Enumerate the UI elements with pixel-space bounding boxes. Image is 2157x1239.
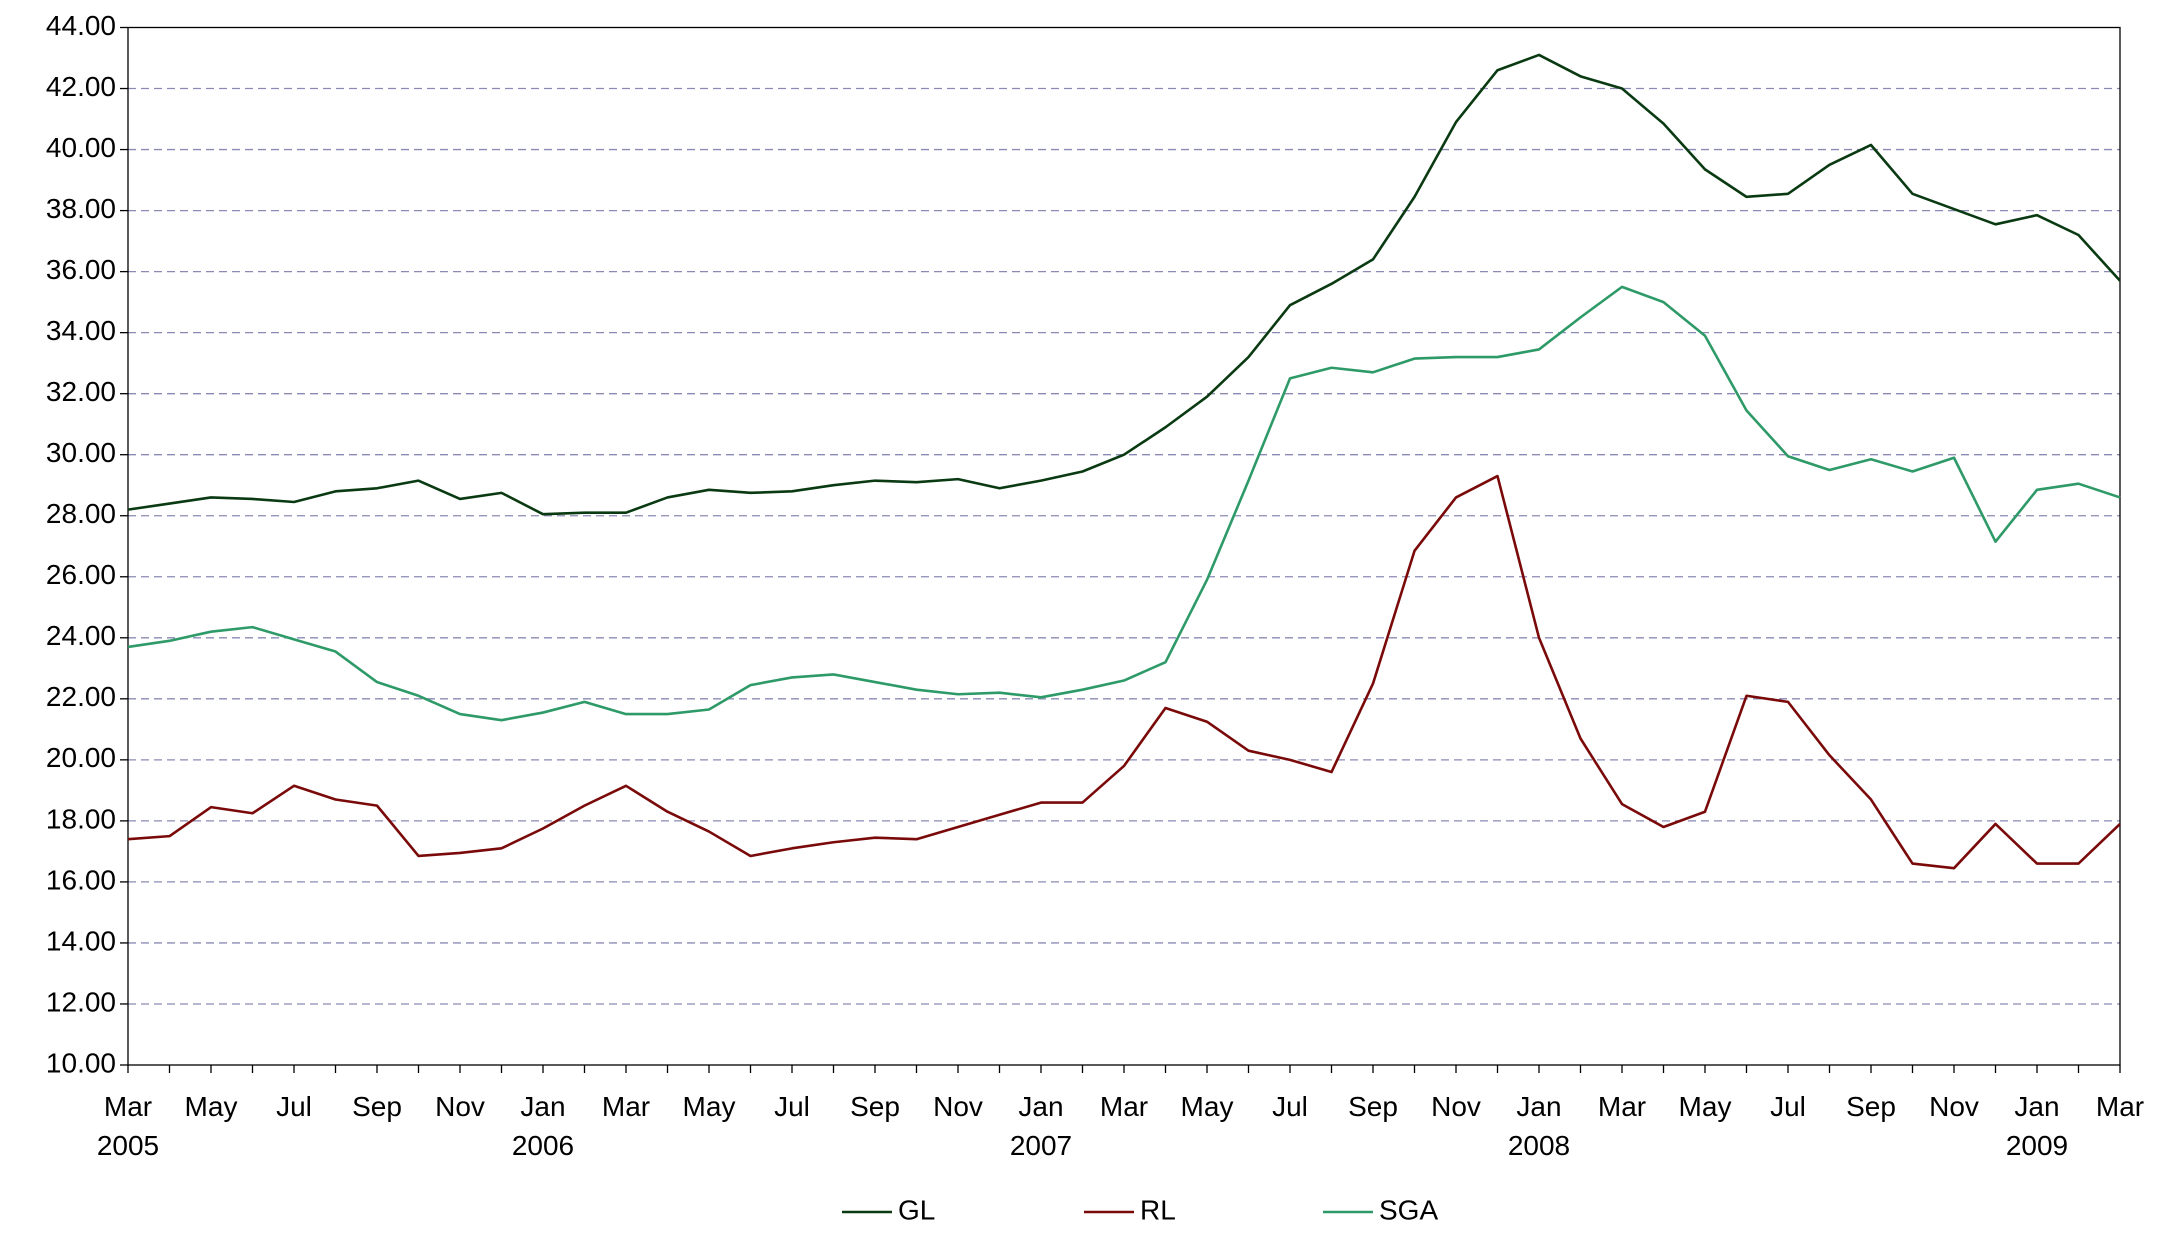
y-tick-label: 30.00 — [46, 437, 116, 468]
series-line — [127, 474, 2121, 870]
x-tick-label: Sep — [850, 1091, 900, 1122]
x-tick-label: Jul — [1770, 1091, 1806, 1122]
x-tick-label: May — [1181, 1091, 1234, 1122]
y-tick-label: 44.00 — [46, 10, 116, 41]
y-tick-label: 42.00 — [46, 71, 116, 102]
y-tick-label: 34.00 — [46, 315, 116, 346]
y-tick-label: 28.00 — [46, 498, 116, 529]
legend-label: SGA — [1379, 1194, 1438, 1225]
y-tick-label: 32.00 — [46, 376, 116, 407]
y-tick-label: 36.00 — [46, 254, 116, 285]
x-tick-label: May — [185, 1091, 238, 1122]
legend-label: GL — [898, 1194, 935, 1225]
y-tick-label: 14.00 — [46, 925, 116, 956]
y-tick-label: 22.00 — [46, 681, 116, 712]
x-tick-label: Jan 2007 — [1010, 1091, 1072, 1161]
y-tick-label: 18.00 — [46, 803, 116, 834]
x-tick-label: Nov — [1929, 1091, 1979, 1122]
x-tick-label: Nov — [933, 1091, 983, 1122]
x-tick-label: Mar — [2096, 1091, 2144, 1122]
x-tick-label: Sep — [1348, 1091, 1398, 1122]
x-tick-label: Mar — [1598, 1091, 1646, 1122]
x-tick-label: Mar 2005 — [97, 1091, 159, 1161]
y-tick-label: 26.00 — [46, 559, 116, 590]
plot-area — [127, 26, 2121, 1066]
y-tick-label: 12.00 — [46, 986, 116, 1017]
x-tick-label: Jan 2009 — [2006, 1091, 2068, 1161]
x-tick-label: Jan 2008 — [1508, 1091, 1570, 1161]
x-tick-label: Mar — [602, 1091, 650, 1122]
y-tick-label: 24.00 — [46, 620, 116, 651]
x-tick-label: Jan 2006 — [512, 1091, 574, 1161]
y-tick-label: 16.00 — [46, 864, 116, 895]
y-tick-label: 38.00 — [46, 193, 116, 224]
x-tick-label: May — [683, 1091, 736, 1122]
series-line — [127, 285, 2121, 722]
x-tick-label: Jul — [276, 1091, 312, 1122]
legend-label: RL — [1140, 1194, 1176, 1225]
x-tick-label: Nov — [1431, 1091, 1481, 1122]
x-tick-label: Jul — [1272, 1091, 1308, 1122]
x-tick-label: Nov — [435, 1091, 485, 1122]
x-tick-label: Sep — [1846, 1091, 1896, 1122]
y-tick-label: 10.00 — [46, 1047, 116, 1078]
y-tick-label: 20.00 — [46, 742, 116, 773]
x-tick-label: Sep — [352, 1091, 402, 1122]
series-line — [127, 53, 2121, 516]
x-tick-label: Jul — [774, 1091, 810, 1122]
x-tick-label: May — [1679, 1091, 1732, 1122]
x-tick-label: Mar — [1100, 1091, 1148, 1122]
y-tick-label: 40.00 — [46, 132, 116, 163]
